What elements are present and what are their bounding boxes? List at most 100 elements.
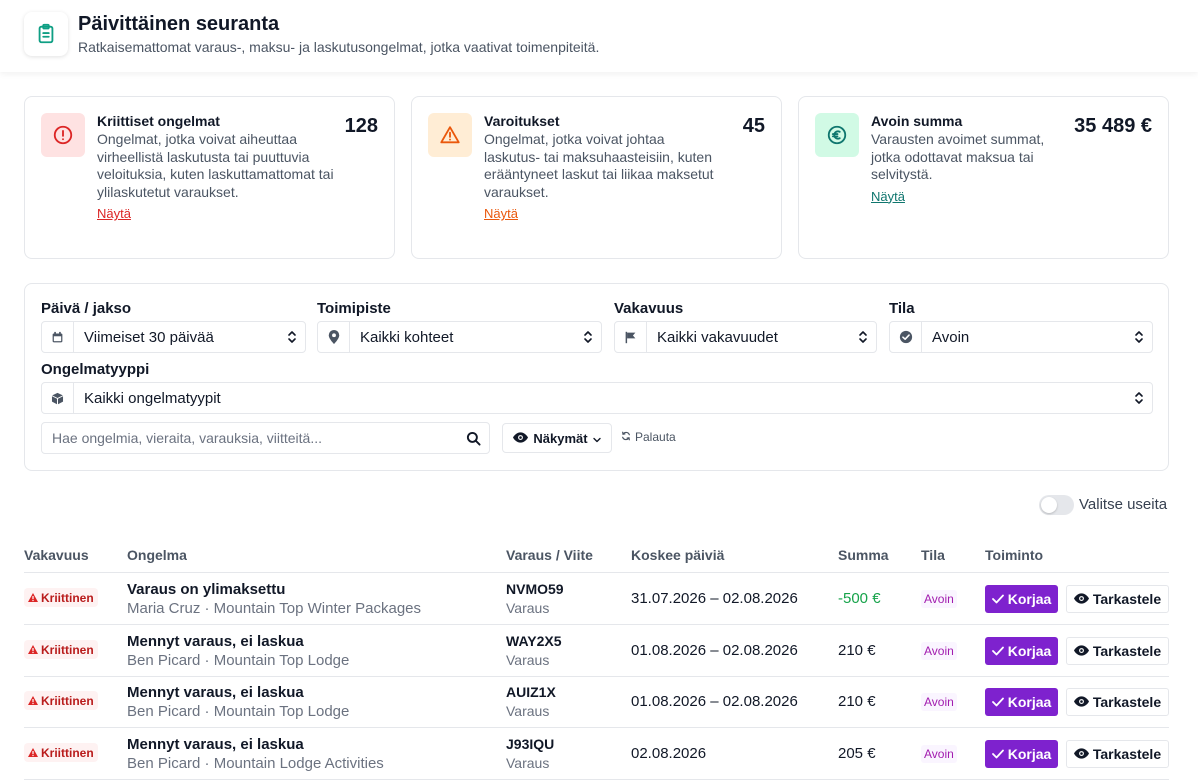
fix-button[interactable]: Korjaa — [985, 740, 1058, 768]
table-row[interactable]: Kriittinen Mennyt varaus, ei laskua Ben … — [24, 728, 1169, 780]
date-filter-select[interactable]: Viimeiset 30 päivää — [41, 321, 306, 353]
page-subtitle: Ratkaisemattomat varaus-, maksu- ja lask… — [78, 39, 600, 55]
card-title: Kriittiset ongelmat — [97, 113, 220, 129]
severity-filter-select[interactable]: Kaikki vakavuudet — [614, 321, 877, 353]
column-header-reference: Varaus / Viite — [506, 547, 593, 563]
severity-badge: Kriittinen — [24, 691, 98, 710]
reference-code: WAY2X5 — [506, 633, 562, 649]
fix-label: Korjaa — [1007, 746, 1052, 762]
fix-button[interactable]: Korjaa — [985, 585, 1058, 613]
inspect-button[interactable]: Tarkastele — [1066, 740, 1169, 768]
issue-title: Mennyt varaus, ei laskua — [127, 684, 304, 701]
table-row[interactable]: Kriittinen Varaus on ylimaksettu Maria C… — [24, 573, 1169, 625]
inspect-label: Tarkastele — [1092, 643, 1162, 659]
warnings-show-link[interactable]: Näytä — [484, 206, 518, 221]
card-title: Avoin summa — [871, 113, 963, 129]
fix-label: Korjaa — [1007, 643, 1052, 659]
open-amount-value: 35 489 € — [1074, 115, 1152, 137]
fix-label: Korjaa — [1007, 694, 1052, 710]
status-filter-select[interactable]: Avoin — [889, 321, 1153, 353]
severity-label: Kriittinen — [41, 590, 94, 605]
euro-icon — [815, 113, 859, 157]
warning-triangle-icon — [28, 746, 38, 760]
status-badge: Avoin — [921, 590, 957, 608]
amount: 210 € — [838, 693, 876, 710]
severity-label: Kriittinen — [41, 745, 94, 760]
select-chevron-icon — [279, 330, 305, 344]
affected-dates: 02.08.2026 — [631, 745, 707, 762]
open-amount-show-link[interactable]: Näytä — [871, 188, 905, 204]
warning-triangle-icon — [28, 591, 38, 605]
chevron-down-icon — [592, 431, 601, 446]
calendar-icon — [42, 322, 74, 352]
multi-select-label: Valitse useita — [1079, 496, 1168, 513]
inspect-button[interactable]: Tarkastele — [1066, 688, 1169, 716]
views-label: Näkymät — [533, 430, 588, 446]
amount: -500 € — [838, 590, 881, 607]
check-icon — [991, 591, 1004, 607]
table-header-divider — [24, 572, 1169, 573]
reset-button[interactable]: Palauta — [621, 430, 676, 444]
table-row[interactable]: Kriittinen Mennyt varaus, ei laskua Ben … — [24, 676, 1169, 728]
amount: 210 € — [838, 642, 876, 659]
alert-circle-icon — [41, 113, 85, 157]
inspect-button[interactable]: Tarkastele — [1066, 585, 1169, 613]
check-icon — [991, 694, 1004, 710]
reference-code: NVMO59 — [506, 581, 564, 597]
fix-button[interactable]: Korjaa — [985, 688, 1058, 716]
critical-show-link[interactable]: Näytä — [97, 206, 131, 221]
date-filter-value: Viimeiset 30 päivää — [84, 328, 214, 346]
type-filter-select[interactable]: Kaikki ongelmatyypit — [41, 382, 1153, 414]
critical-count: 128 — [344, 115, 378, 137]
inspect-button[interactable]: Tarkastele — [1066, 637, 1169, 665]
page-header: Päivittäinen seuranta Ratkaisemattomat v… — [0, 0, 1198, 72]
affected-dates: 01.08.2026 – 02.08.2026 — [631, 693, 798, 710]
eye-icon — [513, 431, 529, 446]
open-amount-card: Avoin summa Varausten avoimet summat, jo… — [798, 96, 1169, 259]
type-filter-label: Ongelmatyyppi — [41, 361, 150, 378]
check-icon — [991, 643, 1004, 659]
type-filter-value: Kaikki ongelmatyypit — [84, 389, 221, 407]
fix-label: Korjaa — [1007, 591, 1052, 607]
fix-button[interactable]: Korjaa — [985, 637, 1058, 665]
issue-subtitle: Ben Picard · Mountain Top Lodge — [127, 652, 350, 669]
search-icon[interactable] — [457, 431, 489, 446]
warning-triangle-icon — [28, 643, 38, 657]
critical-issues-card: Kriittiset ongelmat Ongelmat, jotka voiv… — [24, 96, 395, 259]
column-header-issue: Ongelma — [127, 547, 187, 563]
reference-type: Varaus — [506, 600, 550, 616]
search-box — [41, 422, 490, 454]
issue-title: Mennyt varaus, ei laskua — [127, 633, 304, 650]
location-filter-select[interactable]: Kaikki kohteet — [317, 321, 602, 353]
map-pin-icon — [318, 322, 350, 352]
card-title: Varoitukset — [484, 113, 560, 129]
status-badge: Avoin — [921, 693, 957, 711]
column-header-amount: Summa — [838, 547, 889, 563]
affected-dates: 01.08.2026 – 02.08.2026 — [631, 642, 798, 659]
table-row[interactable]: Kriittinen Mennyt varaus, ei laskua Ben … — [24, 625, 1169, 677]
inspect-label: Tarkastele — [1092, 694, 1162, 710]
reference-code: J93IQU — [506, 736, 555, 752]
filter-panel: Päivä / jakso Viimeiset 30 päivää Toimip… — [24, 283, 1169, 471]
card-description: Ongelmat, jotka voivat aiheuttaa virheel… — [97, 131, 334, 200]
search-input[interactable] — [42, 424, 457, 452]
status-badge: Avoin — [921, 642, 957, 660]
issue-subtitle: Ben Picard · Mountain Lodge Activities — [127, 755, 384, 772]
affected-dates: 31.07.2026 – 02.08.2026 — [631, 590, 798, 607]
select-chevron-icon — [575, 330, 601, 344]
multi-select-toggle[interactable] — [1039, 495, 1074, 515]
column-header-status: Tila — [921, 547, 945, 563]
severity-badge: Kriittinen — [24, 743, 98, 762]
refresh-icon — [621, 430, 631, 444]
column-header-action: Toiminto — [985, 547, 1044, 563]
issue-title: Varaus on ylimaksettu — [127, 581, 286, 598]
clipboard-icon — [24, 12, 68, 56]
eye-icon — [1073, 643, 1089, 659]
reset-label: Palauta — [635, 430, 676, 444]
reference-code: AUIZ1X — [506, 684, 556, 700]
eye-icon — [1073, 694, 1089, 710]
inspect-label: Tarkastele — [1092, 591, 1162, 607]
views-button[interactable]: Näkymät — [502, 423, 612, 453]
issue-title: Mennyt varaus, ei laskua — [127, 736, 304, 753]
status-filter-label: Tila — [889, 300, 915, 317]
